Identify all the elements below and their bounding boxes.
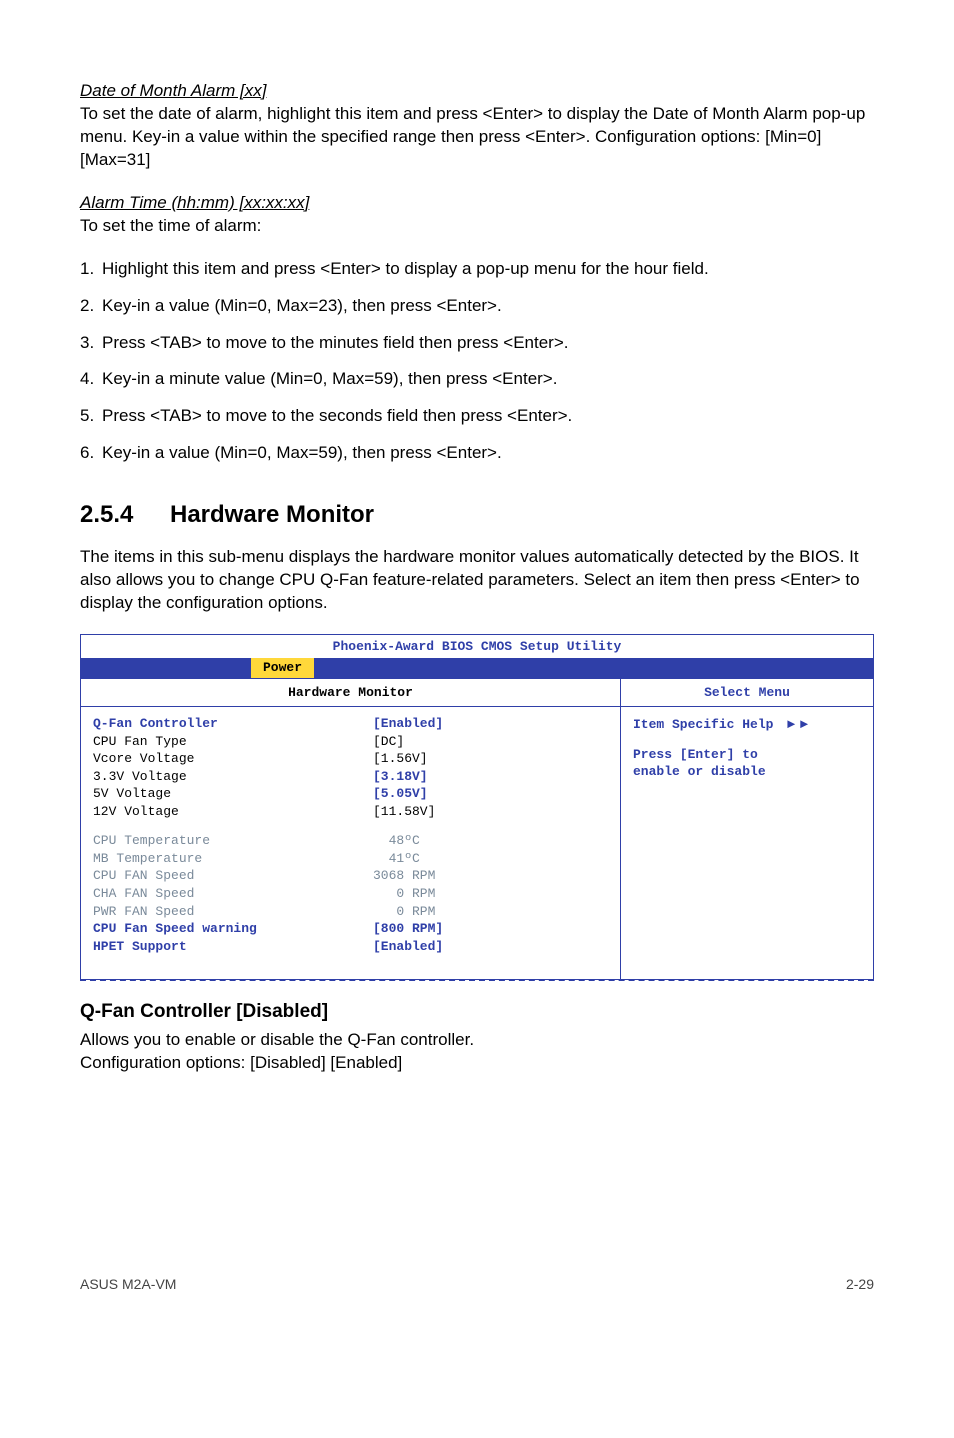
bios-help-line3: enable or disable	[633, 763, 861, 781]
bios-menubar: Power	[80, 658, 874, 678]
bios-setting-label: CPU Temperature	[93, 832, 373, 850]
bios-setting-value: [5.05V]	[373, 785, 608, 803]
step-item: 2.Key-in a value (Min=0, Max=23), then p…	[80, 295, 874, 318]
qfan-line2: Configuration options: [Disabled] [Enabl…	[80, 1052, 874, 1075]
bios-setting-value: [Enabled]	[373, 938, 608, 956]
bios-settings-panel: Q-Fan Controller[Enabled]CPU Fan Type[DC…	[81, 707, 621, 979]
bios-setting-value: [DC]	[373, 733, 608, 751]
step-item: 6.Key-in a value (Min=0, Max=59), then p…	[80, 442, 874, 465]
bios-util-title: Phoenix-Award BIOS CMOS Setup Utility	[80, 634, 874, 658]
bios-setting-row[interactable]: CPU Fan Speed warning[800 RPM]	[93, 920, 608, 938]
footer-left: ASUS M2A-VM	[80, 1275, 176, 1294]
bios-setting-row[interactable]: HPET Support[Enabled]	[93, 938, 608, 956]
footer-right: 2-29	[846, 1275, 874, 1294]
step-item: 3.Press <TAB> to move to the minutes fie…	[80, 332, 874, 355]
date-alarm-para: To set the date of alarm, highlight this…	[80, 104, 865, 169]
bios-setting-value: [1.56V]	[373, 750, 608, 768]
qfan-heading: Q-Fan Controller [Disabled]	[80, 999, 874, 1025]
step-item: 4.Key-in a minute value (Min=0, Max=59),…	[80, 368, 874, 391]
alarm-time-para: To set the time of alarm:	[80, 216, 261, 235]
section-heading: 2.5.4Hardware Monitor	[80, 499, 874, 531]
bios-setting-label: Vcore Voltage	[93, 750, 373, 768]
section-number: 2.5.4	[80, 499, 170, 531]
bios-setting-row[interactable]: CPU FAN Speed3068 RPM	[93, 867, 608, 885]
date-alarm-heading: Date of Month Alarm [xx]	[80, 81, 266, 100]
page-footer: ASUS M2A-VM 2-29	[80, 1275, 874, 1294]
bios-setting-label: MB Temperature	[93, 850, 373, 868]
section-title: Hardware Monitor	[170, 501, 374, 528]
bios-setting-value: 0 RPM	[373, 885, 608, 903]
bios-tab-power[interactable]: Power	[251, 658, 314, 678]
bios-setting-row[interactable]: Q-Fan Controller[Enabled]	[93, 715, 608, 733]
chevron-right-icon: ►►	[781, 716, 810, 731]
bios-setting-label: CHA FAN Speed	[93, 885, 373, 903]
bios-help-line1: Item Specific Help	[633, 717, 773, 732]
bios-setting-value: [11.58V]	[373, 803, 608, 821]
bios-panel-title: Hardware Monitor	[81, 679, 621, 707]
bios-setting-label: 3.3V Voltage	[93, 768, 373, 786]
bios-dashed-border	[80, 979, 874, 981]
bios-setting-row[interactable]: MB Temperature 41ºC	[93, 850, 608, 868]
bios-setting-row[interactable]: Vcore Voltage[1.56V]	[93, 750, 608, 768]
bios-select-menu: Select Menu	[621, 679, 873, 707]
bios-screenshot: Phoenix-Award BIOS CMOS Setup Utility Po…	[80, 634, 874, 981]
section-para: The items in this sub-menu displays the …	[80, 546, 874, 615]
bios-setting-label: CPU FAN Speed	[93, 867, 373, 885]
bios-setting-value: 3068 RPM	[373, 867, 608, 885]
bios-setting-value: [800 RPM]	[373, 920, 608, 938]
step-item: 1.Highlight this item and press <Enter> …	[80, 258, 874, 281]
bios-setting-value: 48ºC	[373, 832, 608, 850]
bios-setting-label: Q-Fan Controller	[93, 715, 373, 733]
bios-setting-value: 41ºC	[373, 850, 608, 868]
bios-setting-row[interactable]: 3.3V Voltage[3.18V]	[93, 768, 608, 786]
bios-setting-value: [Enabled]	[373, 715, 608, 733]
bios-setting-row[interactable]: 5V Voltage[5.05V]	[93, 785, 608, 803]
bios-setting-row[interactable]: CHA FAN Speed 0 RPM	[93, 885, 608, 903]
bios-setting-label: HPET Support	[93, 938, 373, 956]
bios-setting-label: CPU Fan Type	[93, 733, 373, 751]
bios-setting-value: 0 RPM	[373, 903, 608, 921]
bios-setting-row[interactable]: CPU Fan Type[DC]	[93, 733, 608, 751]
bios-setting-label: PWR FAN Speed	[93, 903, 373, 921]
bios-setting-label: 5V Voltage	[93, 785, 373, 803]
bios-help-line2: Press [Enter] to	[633, 746, 861, 764]
bios-setting-label: CPU Fan Speed warning	[93, 920, 373, 938]
bios-help-panel: Item Specific Help ►► Press [Enter] to e…	[621, 707, 873, 979]
bios-setting-row[interactable]: CPU Temperature 48ºC	[93, 832, 608, 850]
bios-setting-row[interactable]: PWR FAN Speed 0 RPM	[93, 903, 608, 921]
qfan-line1: Allows you to enable or disable the Q-Fa…	[80, 1029, 874, 1052]
step-item: 5.Press <TAB> to move to the seconds fie…	[80, 405, 874, 428]
bios-setting-value: [3.18V]	[373, 768, 608, 786]
alarm-time-heading: Alarm Time (hh:mm) [xx:xx:xx]	[80, 193, 309, 212]
steps-list: 1.Highlight this item and press <Enter> …	[80, 258, 874, 466]
bios-setting-row[interactable]: 12V Voltage[11.58V]	[93, 803, 608, 821]
bios-setting-label: 12V Voltage	[93, 803, 373, 821]
